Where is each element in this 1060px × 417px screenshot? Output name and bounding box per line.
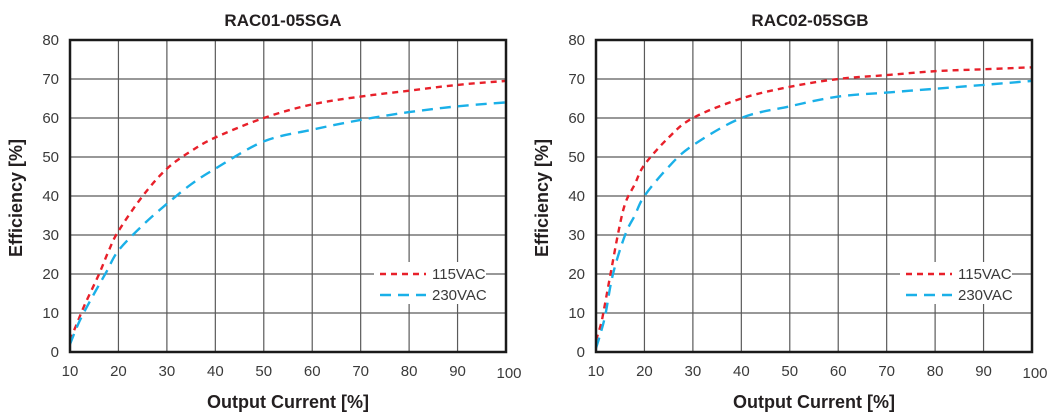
y-tick-label: 0 (577, 344, 585, 361)
legend: 115VAC 230VAC (900, 262, 1013, 304)
legend-label: 115VAC (958, 266, 1012, 283)
y-axis-title: Efficiency [%] (6, 139, 26, 257)
y-tick-label: 80 (42, 32, 59, 49)
legend-label: 230VAC (432, 287, 487, 304)
x-tick-label: 50 (255, 363, 272, 380)
y-tick-label: 70 (42, 71, 59, 88)
chart-title: RAC01-05SGA (224, 11, 341, 30)
y-tick-label: 60 (42, 110, 59, 127)
y-tick-label: 50 (42, 149, 59, 166)
x-axis-title: Output Current [%] (207, 392, 369, 412)
legend-background (374, 262, 486, 304)
x-tick-label: 60 (304, 363, 321, 380)
legend-label: 230VAC (958, 287, 1013, 304)
x-axis-title: Output Current [%] (733, 392, 895, 412)
x-tick-label: 100 (1022, 365, 1047, 382)
plot-frame (594, 38, 1034, 354)
x-tick-label: 40 (733, 363, 750, 380)
x-tick-label: 90 (975, 363, 992, 380)
legend-background (900, 262, 1012, 304)
chart-2: RAC02-05SGB115VAC230VAC01020304050607080… (532, 11, 1048, 412)
y-tick-label: 30 (42, 227, 59, 244)
legend-label: 115VAC (432, 266, 486, 283)
y-tick-label: 70 (568, 71, 585, 88)
x-tick-label: 90 (449, 363, 466, 380)
x-tick-label: 80 (927, 363, 944, 380)
x-tick-label: 70 (878, 363, 895, 380)
x-tick-label: 60 (830, 363, 847, 380)
x-tick-label: 100 (496, 365, 521, 382)
grid (70, 40, 506, 352)
y-tick-label: 30 (568, 227, 585, 244)
y-tick-label: 10 (42, 305, 59, 322)
x-tick-label: 70 (352, 363, 369, 380)
y-tick-label: 50 (568, 149, 585, 166)
x-tick-label: 20 (636, 363, 653, 380)
series-line-115vac (68, 79, 507, 341)
x-tick-label: 30 (685, 363, 702, 380)
plot-frame (68, 38, 508, 354)
y-tick-label: 80 (568, 32, 585, 49)
y-tick-label: 20 (568, 266, 585, 283)
x-tick-label: 50 (781, 363, 798, 380)
y-tick-label: 10 (568, 305, 585, 322)
legend: 115VAC 230VAC (374, 262, 487, 304)
y-tick-label: 20 (42, 266, 59, 283)
series-line-230vac (594, 79, 1033, 349)
x-tick-label: 20 (110, 363, 127, 380)
x-tick-label: 30 (159, 363, 176, 380)
x-tick-label: 10 (62, 363, 79, 380)
x-tick-label: 10 (588, 363, 605, 380)
y-tick-label: 40 (42, 188, 59, 205)
chart-1: RAC01-05SGA115VAC230VAC01020304050607080… (6, 11, 522, 412)
series-line-115vac (594, 66, 1033, 341)
y-axis-title: Efficiency [%] (532, 139, 552, 257)
x-tick-label: 80 (401, 363, 418, 380)
y-tick-label: 40 (568, 188, 585, 205)
y-tick-label: 0 (51, 344, 59, 361)
x-tick-label: 40 (207, 363, 224, 380)
chart-title: RAC02-05SGB (751, 11, 868, 30)
series-line-230vac (68, 101, 507, 345)
y-tick-label: 60 (568, 110, 585, 127)
